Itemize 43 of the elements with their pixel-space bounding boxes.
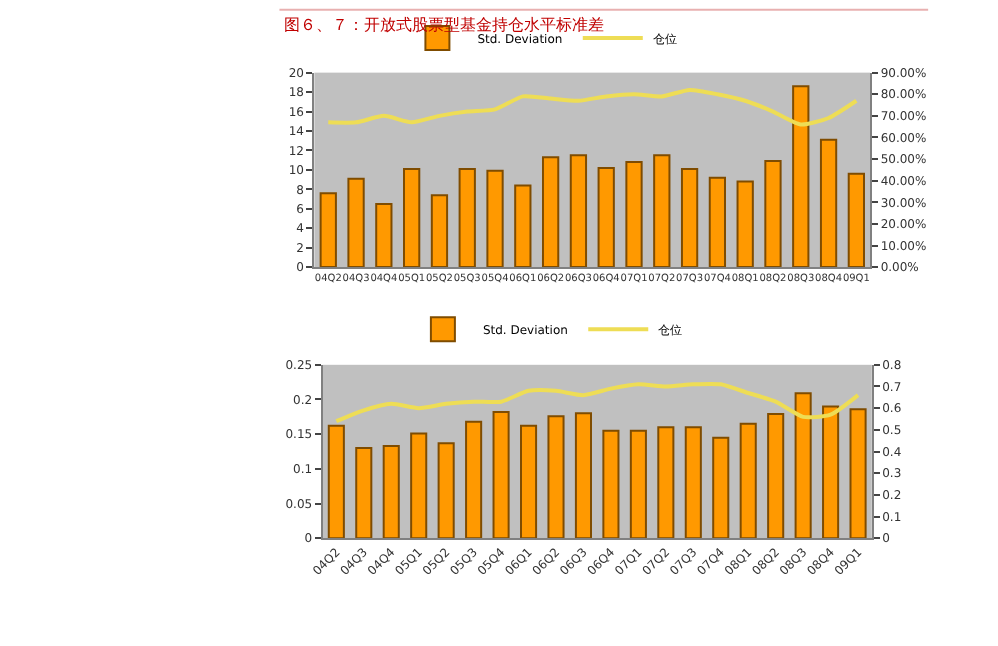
bar (739, 422, 757, 539)
bar (602, 429, 620, 539)
bar (625, 161, 643, 268)
bar (712, 436, 730, 539)
bar (847, 172, 866, 268)
bar (492, 410, 510, 539)
bar (355, 447, 373, 539)
bar (514, 184, 532, 268)
bar (458, 167, 476, 268)
bar (629, 429, 647, 539)
bar (347, 177, 365, 268)
bar (653, 154, 671, 268)
bar (437, 442, 455, 539)
bar (708, 176, 727, 268)
bar (764, 160, 782, 268)
bar (794, 392, 812, 539)
bar (767, 413, 785, 539)
bar (680, 167, 699, 268)
bar (547, 415, 565, 539)
bar (375, 202, 393, 268)
bar (597, 166, 615, 268)
bar (819, 138, 838, 268)
bar (541, 156, 560, 268)
line-series (334, 381, 861, 424)
bar (410, 432, 428, 539)
bar (822, 405, 840, 539)
bar (792, 85, 810, 268)
bar (736, 180, 754, 268)
bar (430, 194, 449, 268)
chart-title: 图６、７：开放式股票型基金持仓水平标准差 (284, 16, 604, 34)
bar (569, 154, 588, 268)
bar (574, 412, 593, 539)
bar (486, 169, 504, 268)
bar (403, 167, 421, 268)
bar (382, 444, 400, 539)
line-series (326, 87, 859, 127)
bar (465, 420, 483, 539)
bar (319, 192, 337, 268)
bar (327, 424, 345, 539)
bar (684, 426, 702, 539)
bar (519, 424, 538, 539)
bar (657, 426, 675, 539)
bar (849, 408, 867, 539)
